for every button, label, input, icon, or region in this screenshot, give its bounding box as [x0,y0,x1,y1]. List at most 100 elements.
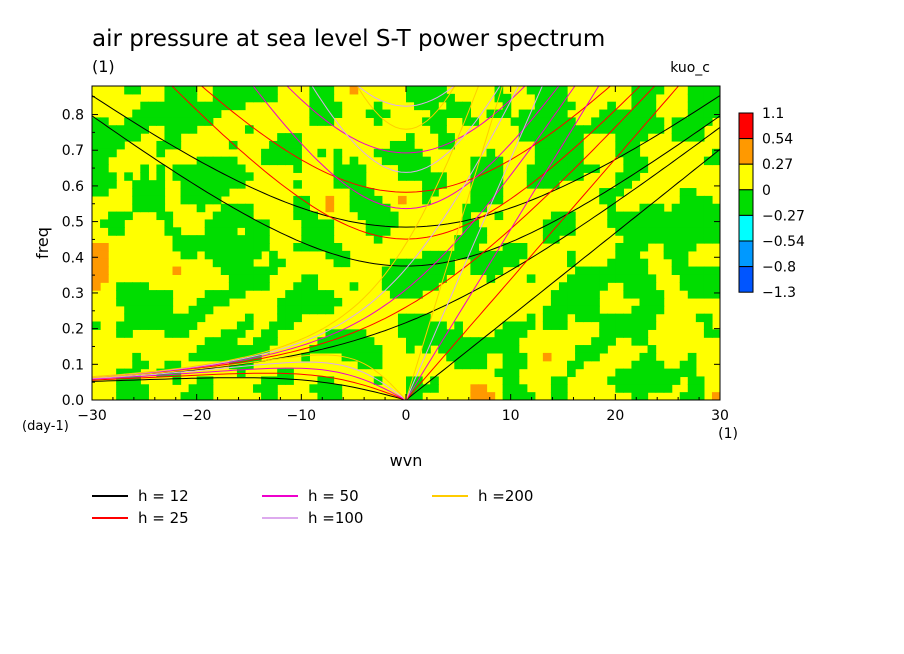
heatmap-cell [695,219,705,228]
heatmap-cell [309,305,319,315]
heatmap-cell [558,133,568,142]
heatmap-cell [470,227,480,236]
heatmap-cell [542,156,552,166]
heatmap-cell [228,101,238,111]
heatmap-cell [631,156,641,166]
heatmap-cell [695,86,705,95]
heatmap-cell [422,337,431,346]
heatmap-cell [349,172,359,181]
heatmap-cell [244,345,254,354]
heatmap-cell [478,360,488,370]
heatmap-cell [212,93,222,103]
heatmap-cell [647,117,657,126]
heatmap-cell [333,384,343,393]
heatmap-cell [277,133,286,142]
dispersion-curve [405,86,543,400]
heatmap-cell [301,227,310,236]
heatmap-cell [180,195,190,205]
heatmap-cell [132,180,141,189]
heatmap-cell [623,180,633,189]
heatmap-cell [454,345,463,354]
heatmap-cell [615,250,624,260]
heatmap-cell [478,203,488,213]
heatmap-cell [550,156,560,166]
heatmap-cell [534,93,544,103]
heatmap-cell [341,250,351,260]
heatmap-cell [550,290,560,299]
heatmap-cell [212,101,222,111]
heatmap-cell [309,235,319,244]
heatmap-cell [647,219,657,228]
heatmap-cell [575,352,584,362]
heatmap-cell [293,313,302,323]
heatmap-cell [550,313,560,323]
heatmap-cell [325,345,335,354]
heatmap-cell [711,86,720,95]
heatmap-cell [116,321,125,330]
heatmap-cell [301,211,310,221]
heatmap-cell [325,290,335,299]
heatmap-cell [156,180,166,189]
heatmap-cell [550,219,560,228]
heatmap-cell [639,235,649,244]
heatmap-cell [108,148,117,158]
heatmap-cell [309,345,319,354]
heatmap-cell [228,266,238,275]
heatmap-cell [615,368,624,378]
heatmap-cell [510,352,520,362]
heatmap-cell [446,258,455,268]
heatmap-cell [100,164,109,173]
heatmap-cell [687,282,697,291]
heatmap-cell [502,368,512,378]
heatmap-cell [494,345,504,354]
heatmap-cell [639,211,649,221]
heatmap-cell [422,266,431,275]
heatmap-cell [671,243,681,252]
heatmap-cell [373,117,383,126]
heatmap-cell [558,282,568,291]
heatmap-cell [132,305,141,315]
heatmap-cell [220,188,230,197]
heatmap-cell [607,219,616,228]
heatmap-cell [647,321,657,330]
heatmap-cell [422,172,431,181]
heatmap-cell [397,164,407,173]
heatmap-cell [703,117,713,126]
heatmap-cell [647,368,657,378]
heatmap-cell [550,101,560,111]
heatmap-cell [406,337,415,346]
heatmap-cell [575,172,584,181]
heatmap-cell [244,321,254,330]
heatmap-cell [406,376,415,385]
heatmap-cell [550,93,560,103]
heatmap-cell [414,156,423,166]
heatmap-cell [679,258,689,268]
heatmap-cell [261,148,270,158]
heatmap-cell [671,258,681,268]
heatmap-cell [639,305,649,315]
heatmap-cell [679,133,689,142]
heatmap-cell [156,101,166,111]
heatmap-cell [542,305,552,315]
heatmap-cell [518,117,528,126]
heatmap-cell [277,140,286,150]
heatmap-cell [454,109,463,118]
heatmap-cell [510,117,520,126]
heatmap-cell [220,243,230,252]
heatmap-cell [373,345,383,354]
heatmap-cell [599,337,608,346]
heatmap-cell [196,172,206,181]
heatmap-cell [92,250,101,260]
heatmap-cell [567,297,576,307]
heatmap-cell [285,305,294,315]
y-tick-label: 0.2 [62,322,84,338]
heatmap-cell [615,376,624,385]
heatmap-cell [671,219,681,228]
heatmap-cell [639,258,649,268]
heatmap-cell [212,219,222,228]
dispersion-curve [356,86,456,130]
heatmap-cell [164,321,174,330]
heatmap-cell [325,117,335,126]
heatmap-cell [244,274,254,283]
dispersion-curve [92,115,720,267]
